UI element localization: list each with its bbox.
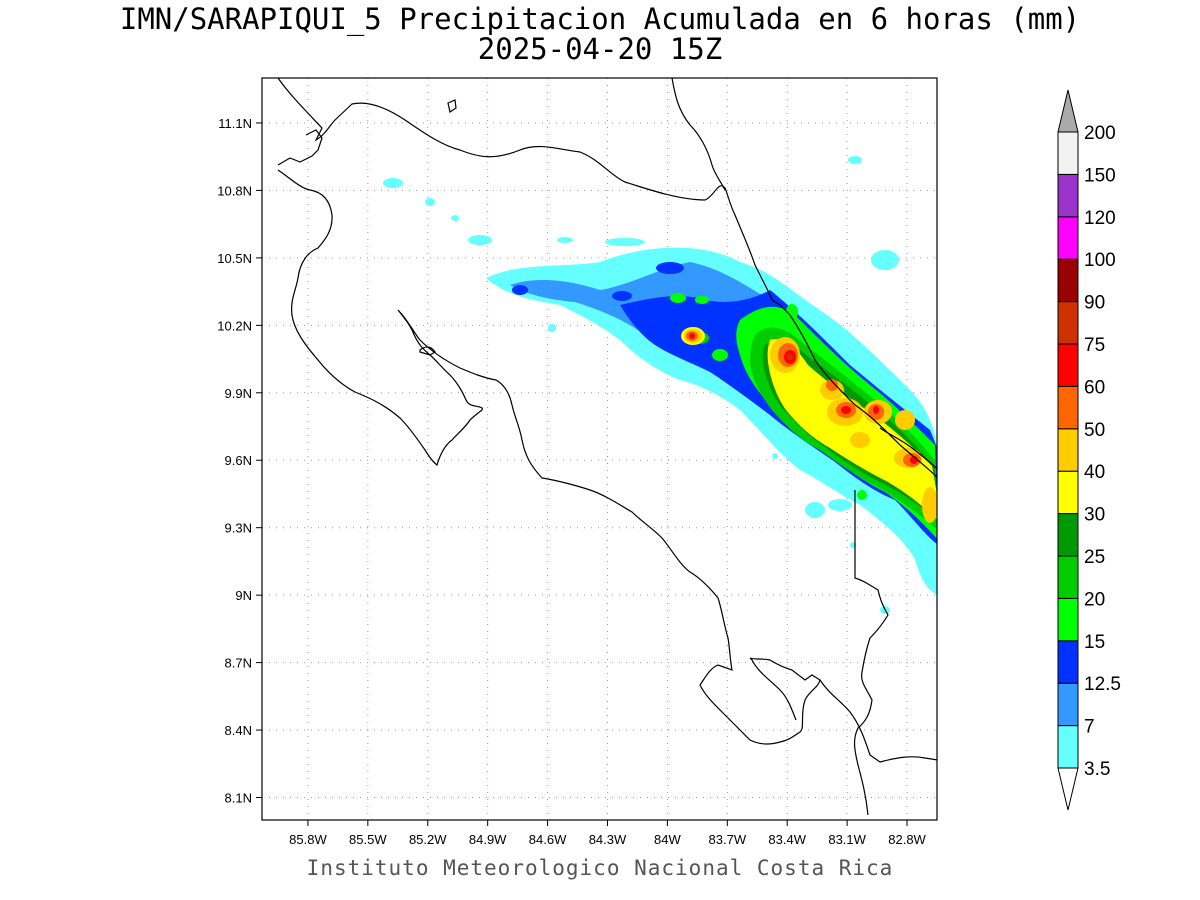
colorbar-level-label: 100 <box>1084 250 1116 271</box>
panama-border <box>853 427 937 816</box>
lat-tick-label: 10.5N <box>217 251 252 266</box>
colorbar-box <box>1057 343 1079 387</box>
lat-tick-label: 9N <box>235 588 252 603</box>
colorbar-level-label: 15 <box>1084 632 1105 653</box>
chart-title: IMN/SARAPIQUI_5 Precipitacion Acumulada … <box>119 2 1081 36</box>
colorbar-level-label: 30 <box>1084 505 1105 526</box>
colorbar-level-label: 60 <box>1084 377 1105 398</box>
colorbar-box <box>1057 513 1079 557</box>
colorbar-box <box>1057 301 1079 345</box>
lat-tick-label: 8.4N <box>225 723 252 738</box>
colorbar-top-triangle <box>1057 89 1079 133</box>
lon-tick-label: 83.4W <box>768 832 806 847</box>
colorbar-bottom-triangle <box>1057 767 1079 811</box>
lat-tick-label: 10.8N <box>217 183 252 198</box>
colorbar-box <box>1057 131 1079 175</box>
colorbar-box <box>1057 216 1079 260</box>
lon-tick-label: 82.8W <box>888 832 926 847</box>
colorbar-box <box>1057 555 1079 599</box>
colorbar-box <box>1057 258 1079 303</box>
plot-frame <box>261 77 938 821</box>
colorbar-box <box>1057 682 1079 727</box>
lat-tick-label: 9.9N <box>225 386 252 401</box>
colorbar-level-label: 75 <box>1084 335 1105 356</box>
lon-tick-label: 84.6W <box>529 832 567 847</box>
colorbar-box <box>1057 173 1079 218</box>
lat-tick-label: 8.1N <box>225 791 252 806</box>
nicoya-gulf <box>419 346 436 356</box>
colorbar-box <box>1057 428 1079 472</box>
coastlines-borders <box>277 78 937 816</box>
colorbar-box <box>1057 597 1079 642</box>
lon-tick-label: 85.8W <box>289 832 327 847</box>
pacific-coast <box>277 129 821 745</box>
lon-tick-label: 84.3W <box>589 832 627 847</box>
lon-tick-label: 83.7W <box>709 832 747 847</box>
nicaragua-border <box>277 78 791 316</box>
lat-tick-label: 11.1N <box>218 116 252 131</box>
lat-tick-label: 9.6N <box>225 453 252 468</box>
colorbar-level-label: 7 <box>1084 717 1095 738</box>
colorbar-level-label: 3.5 <box>1084 759 1110 780</box>
axes: 11.1N 10.8N 10.5N 10.2N 9.9N 9.6N 9.3N 9N 8.7N 8.… <box>217 116 926 847</box>
colorbar-level-label: 20 <box>1084 589 1105 610</box>
colorbar-level-label: 150 <box>1084 165 1116 186</box>
colorbar-level-label: 12.5 <box>1084 674 1121 695</box>
osa-burica <box>819 679 937 763</box>
lat-tick-label: 8.7N <box>225 656 252 671</box>
colorbar-box <box>1057 640 1079 684</box>
colorbar-level-label: 50 <box>1084 420 1105 441</box>
caribbean-coast <box>671 78 937 478</box>
lon-tick-label: 84.9W <box>469 832 507 847</box>
lon-tick-label: 85.5W <box>349 832 387 847</box>
credit-footer: Instituto Meteorologico Nacional Costa R… <box>306 856 894 880</box>
lat-tick-label: 9.3N <box>225 521 252 536</box>
colorbar-level-label: 200 <box>1084 123 1116 144</box>
lon-tick-label: 84W <box>654 832 681 847</box>
colorbar-box <box>1057 470 1079 515</box>
colorbar-level-label: 90 <box>1084 293 1105 314</box>
colorbar-level-label: 25 <box>1084 547 1105 568</box>
lon-tick-label: 83.1W <box>828 832 866 847</box>
colorbar-legend: 3.5 7 12.5 15 20 25 30 40 50 60 75 90 100 120 150 200 <box>1057 89 1121 811</box>
precipitation-field <box>383 156 937 614</box>
precip-band-3-5 <box>383 156 937 614</box>
precip-band-75 <box>787 354 793 360</box>
chart-subtitle-date: 2025-04-20 15Z <box>477 32 723 66</box>
lon-tick-label: 85.2W <box>409 832 447 847</box>
colorbar-level-label: 40 <box>1084 462 1105 483</box>
colorbar-box <box>1057 725 1079 769</box>
lat-tick-label: 10.2N <box>217 318 252 333</box>
small-island <box>447 99 457 113</box>
colorbar-box <box>1057 385 1079 430</box>
colorbar-level-label: 120 <box>1084 208 1116 229</box>
